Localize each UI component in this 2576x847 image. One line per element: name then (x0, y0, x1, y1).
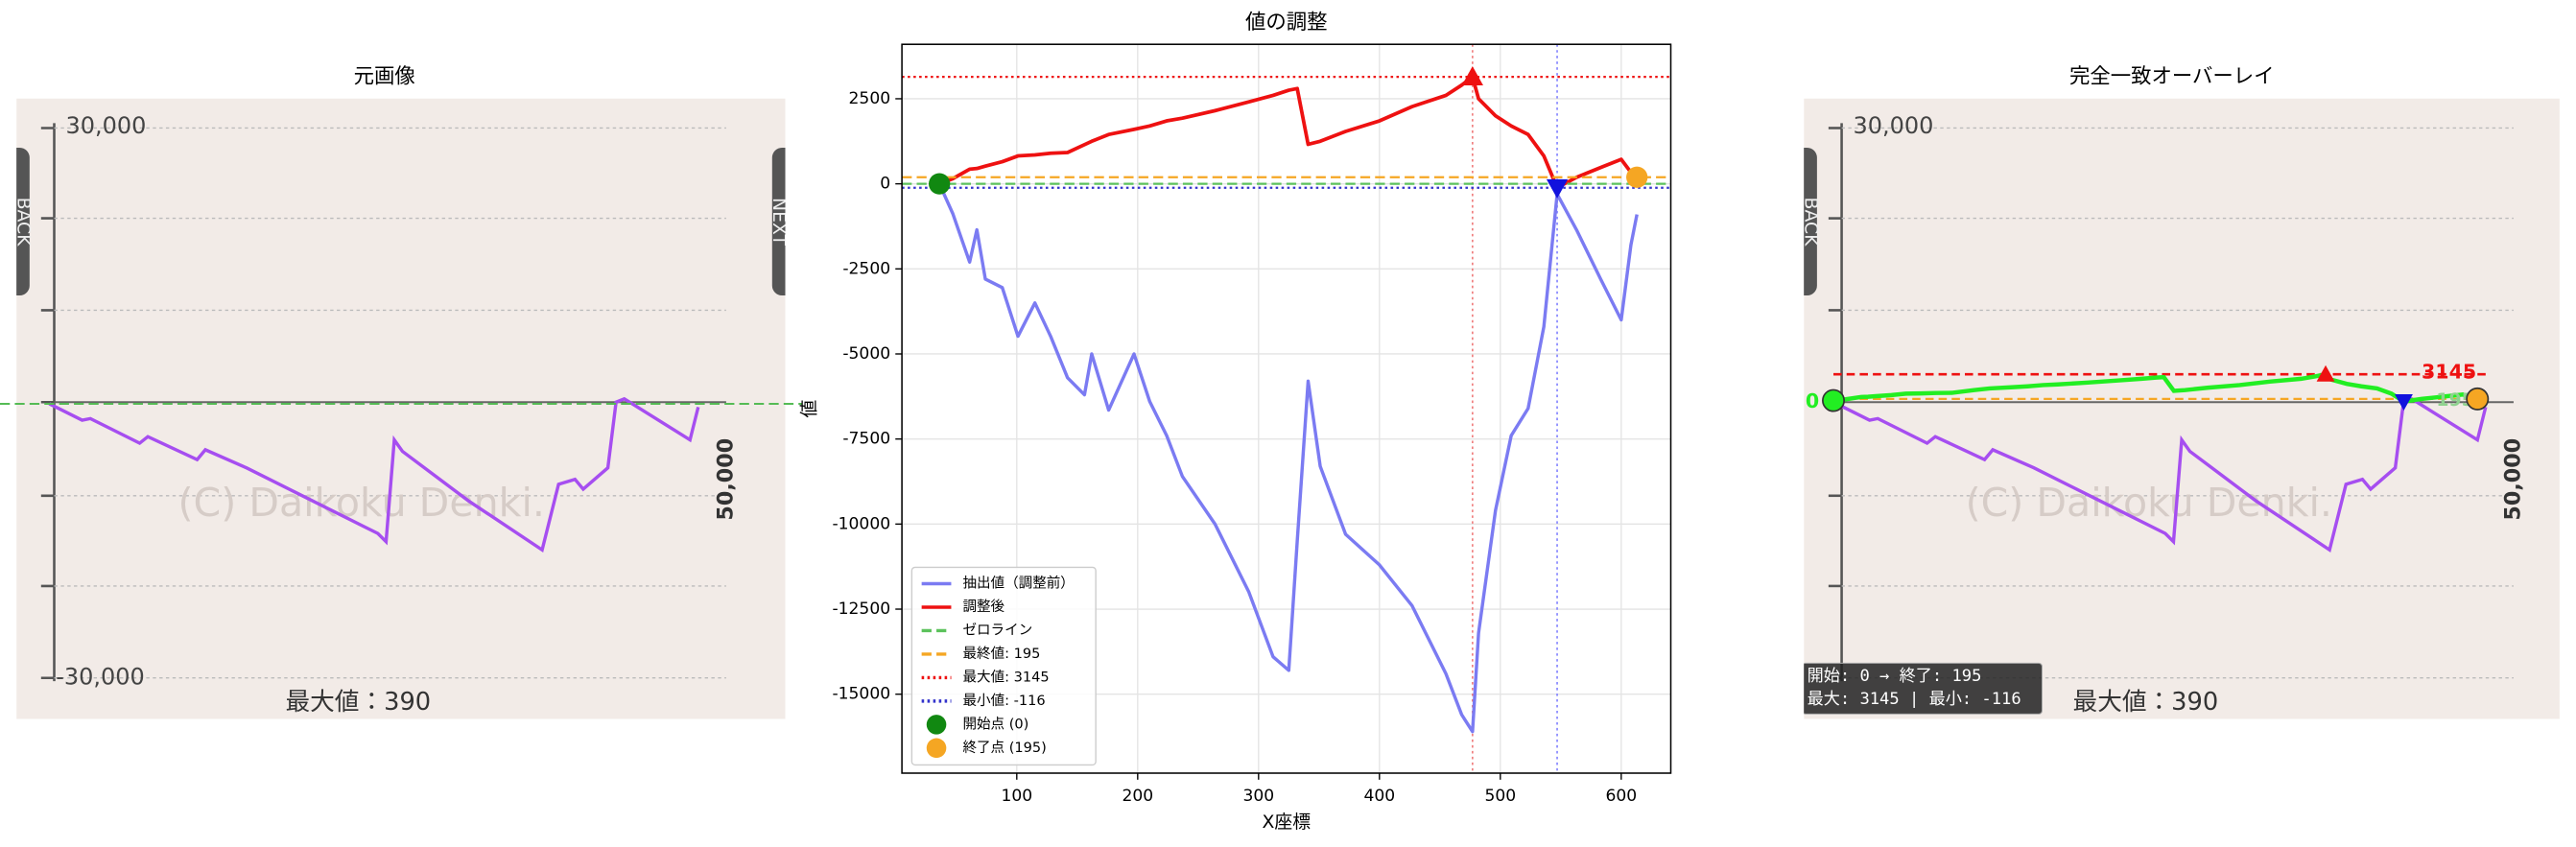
photo-footer: 最大値：390 (2073, 688, 2219, 717)
point-marker (1546, 178, 1569, 199)
x-tick-label: 300 (1242, 787, 1274, 806)
info-line: 開始: 0 → 終了: 195 (1808, 667, 1982, 686)
plot-frame (901, 43, 1672, 774)
point-marker (2316, 365, 2335, 382)
info-box: 開始: 0 → 終了: 195 最大: 3145 | 最小: -116 (1804, 662, 2043, 715)
info-background (1804, 662, 2043, 715)
x-tick-label: 600 (1605, 787, 1637, 806)
y-axis-label: 値 (799, 400, 820, 418)
legend-label: 調整後 (962, 599, 1004, 615)
photo-background (1804, 98, 2560, 719)
panel-title: 完全一致オーバーレイ (2069, 64, 2275, 88)
photo-footer: 最大値：390 (285, 688, 431, 717)
x-tick-label: 500 (1484, 787, 1516, 806)
point-marker (2466, 387, 2490, 411)
next-label: NEXT (2556, 198, 2576, 246)
legend-label: 最小値: -116 (962, 693, 1045, 709)
y-tick-label: -7500 (842, 430, 890, 449)
back-tab (16, 148, 30, 296)
legend-box (910, 566, 1097, 766)
panel-title: 元画像 (354, 64, 415, 88)
y-tick-label: -10000 (832, 514, 890, 533)
x-tick-label: 400 (1363, 787, 1395, 806)
photo-trace (1835, 396, 2488, 553)
y-tick-label: -2500 (842, 259, 890, 278)
photo-top-label: 30,000 (65, 112, 146, 139)
plot-layer (902, 44, 1671, 773)
next-tab (771, 148, 786, 296)
series-line (937, 182, 1639, 734)
y-tick-label: -5000 (842, 344, 890, 364)
overlay-line (1832, 371, 2478, 404)
back-tab (1804, 148, 1817, 296)
info-line: 最大: 3145 | 最小: -116 (1808, 690, 2021, 709)
legend-label: 終了点 (195) (962, 740, 1046, 756)
point-marker (1461, 65, 1483, 85)
watermark: (C) Daikoku Denki. (1966, 480, 2332, 526)
legend-label: 最大値: 3145 (962, 669, 1049, 685)
back-label: BACK (12, 198, 33, 247)
photo-trace (48, 396, 700, 553)
legend-swatch (926, 715, 947, 735)
y-tick-label: 2500 (849, 89, 891, 108)
x-tick-label: 100 (1001, 787, 1032, 806)
y-tick-label: 0 (880, 175, 890, 194)
photo: BACK NEXT (C) Daikoku Denki. 30,000 50,000 最大… (1801, 98, 2576, 719)
photo-side-label: 50,000 (2500, 438, 2525, 521)
point-marker (1626, 166, 1648, 188)
watermark: (C) Daikoku Denki. (178, 480, 545, 526)
overlay-final-label: 195 (2436, 390, 2473, 411)
point-marker (1822, 388, 1845, 412)
chart-title: 値の調整 (1245, 11, 1328, 35)
legend-label: 抽出値（調整前） (962, 576, 1074, 592)
legend-label: 最終値: 195 (962, 646, 1040, 662)
y-tick-label: -15000 (832, 685, 890, 704)
overlay-zero-label: 0 (1806, 389, 1819, 412)
photo-side-label: 50,000 (713, 438, 738, 521)
back-label: BACK (1801, 198, 1821, 247)
point-marker (929, 173, 951, 195)
point-marker (2395, 394, 2413, 411)
next-label: NEXT (768, 198, 789, 246)
y-tick-label: -12500 (832, 600, 890, 619)
photo-bottom-label: -30,000 (56, 664, 144, 691)
series-line (938, 75, 1639, 190)
photo-background (16, 98, 786, 719)
x-axis-label: X座標 (1263, 812, 1312, 833)
overlay-max-label: 3145 (2422, 360, 2476, 383)
legend-swatch (926, 738, 947, 759)
legend-label: 開始点 (0) (962, 716, 1028, 732)
next-tab (2560, 148, 2576, 295)
photo: BACK NEXT (C) Daikoku Denki. 30,000 -30,000 5… (12, 98, 789, 719)
x-tick-label: 200 (1122, 787, 1153, 806)
legend-label: ゼロライン (962, 622, 1032, 638)
photo-top-label: 30,000 (1854, 112, 1934, 139)
